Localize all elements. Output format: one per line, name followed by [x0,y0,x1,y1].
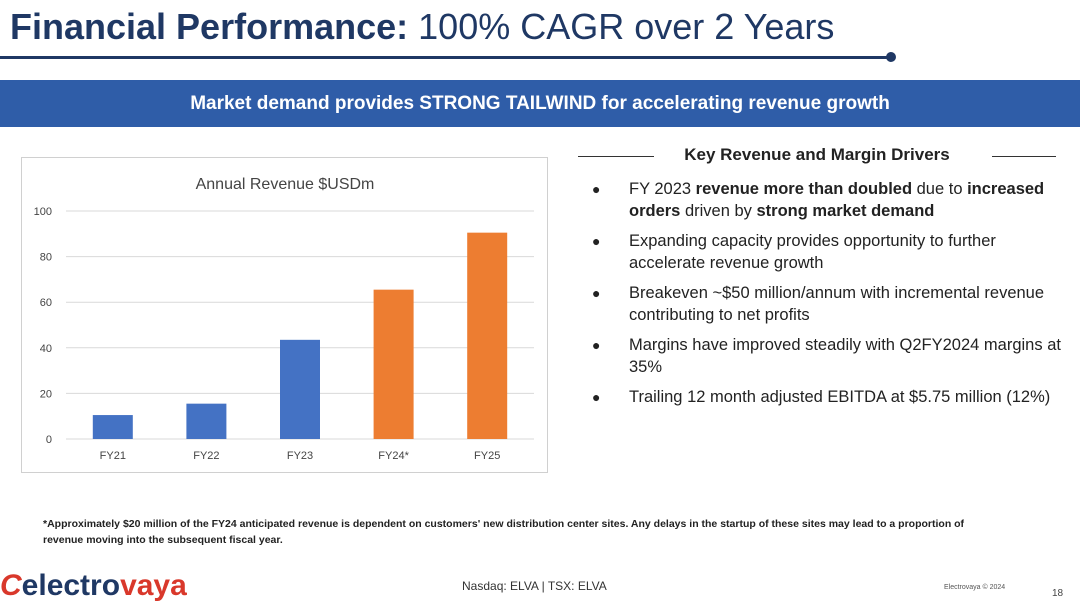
logo-text-electro: electro [21,569,121,602]
title-underline-dot [886,52,896,62]
driver-item-text: FY 2023 [629,180,696,198]
bar-fy23 [280,339,320,439]
copyright: Electrovaya © 2024 [944,584,1006,591]
headline-banner: Market demand provides STRONG TAILWIND f… [0,80,1080,127]
page-number: 18 [1052,588,1064,599]
chart-title: Annual Revenue $USDm [196,176,375,193]
slide-title: Financial Performance: 100% CAGR over 2 … [10,6,834,48]
drivers-heading-label: Key Revenue and Margin Drivers [684,145,950,164]
y-tick-label: 40 [40,343,52,355]
bullet-dot: ● [592,389,601,405]
logo-text-vaya: vaya [120,569,187,602]
bar-fy22 [186,403,227,439]
y-tick-label: 80 [40,252,52,264]
bar-fy24 [373,289,414,439]
bullet-dot: ● [592,337,601,353]
driver-item-text: Trailing 12 month adjusted EBITDA at $5.… [629,388,1051,406]
driver-item-bold-text: revenue more than doubled [695,180,913,198]
slide-title-rest: 100% CAGR over 2 Years [418,6,835,47]
driver-item: ● FY 2023 revenue more than doubled due t… [592,178,1062,222]
driver-item-text: Margins have improved steadily with Q2FY… [629,336,1061,376]
drivers-heading: Key Revenue and Margin Drivers [578,143,1056,167]
driver-item: ● Expanding capacity provides opportunity… [592,230,1062,274]
driver-item: ● Trailing 12 month adjusted EBITDA at $5… [592,386,1062,408]
y-tick-label: 100 [34,206,52,218]
drivers-list: ● FY 2023 revenue more than doubled due t… [592,178,1062,416]
footnote: *Approximately $20 million of the FY24 a… [43,518,965,546]
revenue-chart-svg: Annual Revenue $USDm 0 20 40 60 80 100 FY21 FY22… [34,176,534,462]
bullet-dot: ● [592,285,601,301]
x-tick-label: FY22 [193,450,219,462]
y-tick-label: 0 [46,434,52,446]
bullet-dot: ● [592,181,601,197]
driver-item-bold-text: strong market demand [756,202,935,220]
x-tick-label: FY21 [100,450,126,462]
slide-title-bold: Financial Performance: [10,6,409,47]
driver-item-bold-text: increased orders [629,180,1045,220]
driver-item: ● Breakeven ~$50 million/annum with incre… [592,282,1062,326]
stock-ticker: Nasdaq: ELVA | TSX: ELVA [462,579,607,593]
y-tick-label: 60 [40,297,52,309]
x-tick-label: FY24* [378,450,409,462]
driver-item-text: driven by [680,202,757,220]
bar-fy25 [467,232,508,439]
title-underline [0,56,890,59]
y-tick-label: 20 [40,388,52,400]
driver-item: ● Margins have improved steadily with Q2F… [592,334,1062,378]
driver-item-text: Breakeven ~$50 million/annum with increm… [629,284,1045,324]
bullet-dot: ● [592,233,601,249]
logo-mark: C [0,569,22,602]
drivers-heading-rule-left [578,156,654,157]
driver-item-text: Expanding capacity provides opportunity … [629,232,996,272]
bar-fy21 [92,415,133,439]
electrovaya-logo: C electro vaya [0,568,187,604]
x-tick-label: FY23 [287,450,313,462]
x-tick-label: FY25 [474,450,500,462]
drivers-heading-rule-right [992,156,1056,157]
revenue-chart: Annual Revenue $USDm 0 20 40 60 80 100 FY21 FY22… [21,157,548,473]
driver-item-text: due to [912,180,968,198]
